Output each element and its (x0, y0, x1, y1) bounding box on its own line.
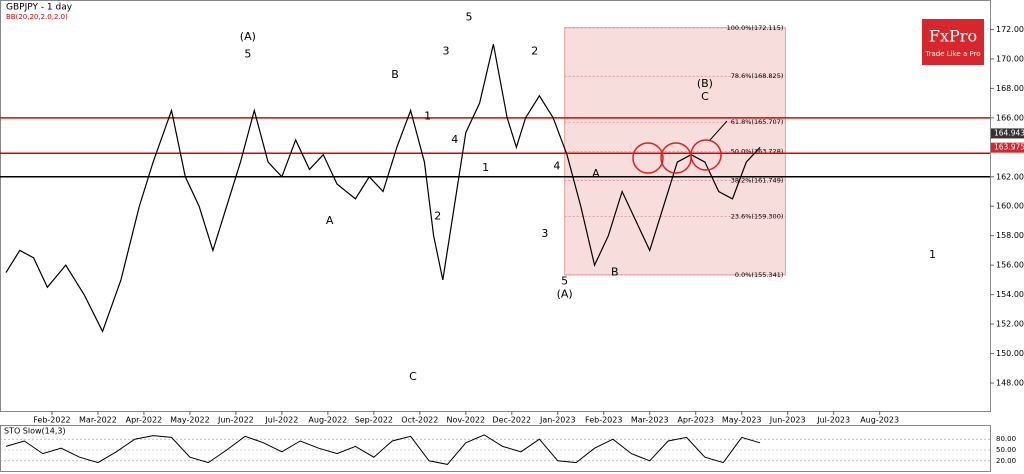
x-tick-label: Aug-2023 (860, 416, 899, 425)
x-tick-label: Sep-2022 (355, 416, 393, 425)
stoch-tick-label: 50.00 (996, 446, 1016, 454)
y-tick-label: 162.000 (996, 172, 1024, 181)
wave-label: 2 (434, 210, 441, 223)
price-line (5, 44, 761, 333)
wave-label: A (592, 167, 600, 180)
logo: FxPro (929, 27, 977, 46)
wave-label: C (409, 370, 417, 383)
wave-label: (A) (240, 30, 256, 43)
x-tick-label: Aug-2022 (308, 416, 347, 425)
price-tag-label: 164.943 (994, 128, 1024, 137)
x-tick-label: Feb-2022 (33, 416, 70, 425)
wave-label: A (326, 214, 334, 227)
fib-label: 78.6%(168.825) (731, 72, 784, 80)
y-tick-label: 148.000 (996, 379, 1024, 388)
y-tick-label: 158.000 (996, 231, 1024, 240)
stoch-frame (0, 425, 991, 472)
wave-label: 4 (451, 133, 458, 146)
wave-label: 5 (466, 11, 473, 24)
price-tag-label: 163.975 (994, 143, 1024, 152)
stoch-title: STO Slow(14,3) (4, 427, 66, 436)
y-tick-label: 152.000 (996, 320, 1024, 329)
y-tick-label: 154.000 (996, 290, 1024, 299)
wave-label: 3 (541, 227, 548, 240)
wave-label: 5 (244, 48, 251, 61)
price-tag (991, 128, 1024, 139)
y-tick-label: 150.000 (996, 349, 1024, 358)
y-tick-label: 160.000 (996, 202, 1024, 211)
wave-label: C (701, 90, 709, 103)
wave-label: (B) (697, 77, 713, 90)
wave-label: 1 (929, 248, 936, 261)
x-tick-label: Mar-2023 (631, 416, 669, 425)
stoch-line (5, 434, 761, 465)
fib-label: 38.2%(161.749) (731, 176, 784, 184)
fib-label: 61.8%(165.707) (731, 118, 784, 126)
stoch-tick-label: 80.00 (996, 435, 1016, 443)
x-tick-label: Nov-2022 (446, 416, 485, 425)
wave-label: B (391, 68, 399, 81)
logo-tagline: Trade Like a Pro (924, 50, 980, 58)
fib-label: 100.0%(172.115) (727, 24, 784, 32)
x-tick-label: May-2023 (722, 416, 762, 425)
stoch-tick-label: 20.00 (996, 457, 1016, 465)
wave-label: 2 (531, 45, 538, 58)
x-tick-label: Jul-2022 (264, 416, 298, 425)
wave-label: 5 (561, 274, 568, 287)
x-tick-label: Apr-2022 (126, 416, 163, 425)
x-tick-label: Jan-2023 (539, 416, 576, 425)
arrow (709, 120, 728, 141)
wave-label: 3 (443, 45, 450, 58)
chart-layer: 100.0%(172.115) 78.6%(168.825) 61.8%(165.7… (0, 11, 1024, 465)
wave-label: 1 (424, 109, 431, 122)
x-tick-label: Jun-2022 (217, 416, 254, 425)
x-tick-label: Jul-2023 (816, 416, 850, 425)
wave-label: (A) (557, 288, 573, 301)
x-tick-label: Apr-2023 (677, 416, 714, 425)
x-tick-label: Jun-2023 (769, 416, 806, 425)
wave-label: 4 (553, 159, 560, 172)
highlight-circle (632, 142, 664, 174)
fib-label: 23.6%(159.300) (731, 213, 784, 221)
y-tick-label: 170.000 (996, 54, 1024, 63)
y-tick-label: 168.000 (996, 84, 1024, 93)
x-tick-label: Feb-2023 (585, 416, 622, 425)
price-tag (991, 142, 1024, 153)
symbol-title: GBPJPY - 1 day (6, 3, 73, 13)
x-tick-label: Dec-2022 (492, 416, 531, 425)
indicator-label: BB(20,20,2.0,2.0) (6, 13, 68, 21)
logo-box (922, 19, 984, 65)
y-tick-label: 166.000 (996, 113, 1024, 122)
fib-label: 0.0%(155.341) (735, 271, 783, 279)
wave-label: B (611, 266, 619, 279)
x-tick-label: Mar-2022 (79, 416, 117, 425)
highlight-circle (690, 139, 722, 171)
y-tick-label: 156.000 (996, 261, 1024, 270)
x-tick-label: Oct-2022 (401, 416, 438, 425)
wave-label: 1 (482, 161, 489, 174)
y-tick-label: 172.000 (996, 25, 1024, 34)
x-tick-label: May-2022 (170, 416, 210, 425)
